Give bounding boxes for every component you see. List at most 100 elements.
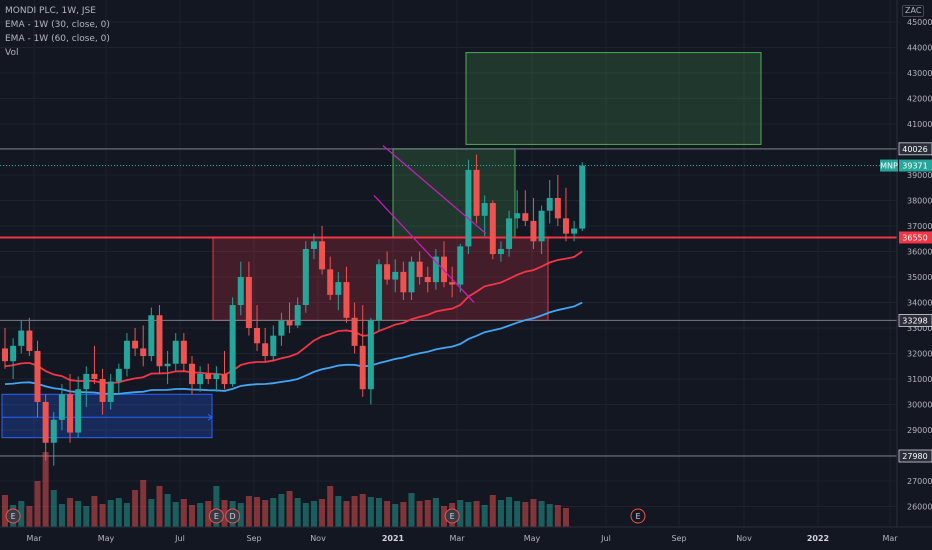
arrow-head xyxy=(207,413,213,421)
candle-body[interactable] xyxy=(530,220,537,242)
candle-body[interactable] xyxy=(99,379,106,402)
volume-legend[interactable]: Vol xyxy=(5,48,19,58)
candle-body[interactable] xyxy=(91,373,98,379)
candle-body[interactable] xyxy=(441,256,448,283)
candle-body[interactable] xyxy=(449,282,456,285)
candle-body[interactable] xyxy=(432,256,439,283)
earnings-future-icon[interactable] xyxy=(630,508,646,524)
candle-body[interactable] xyxy=(335,282,342,295)
candle-body[interactable] xyxy=(148,315,155,357)
candle-body[interactable] xyxy=(245,277,252,328)
candle-body[interactable] xyxy=(107,381,114,402)
candle-body[interactable] xyxy=(18,330,25,346)
candle-body[interactable] xyxy=(579,165,586,229)
candle-body[interactable] xyxy=(221,373,228,385)
blue-range-box[interactable] xyxy=(1,393,213,439)
candle-body[interactable] xyxy=(416,261,423,277)
candle-body[interactable] xyxy=(197,373,204,385)
candle-body[interactable] xyxy=(172,340,179,364)
candle-body[interactable] xyxy=(400,271,407,293)
candle-body[interactable] xyxy=(26,330,33,351)
candle-body[interactable] xyxy=(392,271,399,280)
candle-body[interactable] xyxy=(2,348,8,362)
candle-body[interactable] xyxy=(156,315,163,367)
candle-body[interactable] xyxy=(351,317,358,346)
candle-body[interactable] xyxy=(34,350,41,402)
green-target-box[interactable] xyxy=(392,148,516,238)
line-price-label[interactable] xyxy=(898,314,932,327)
candle-body[interactable] xyxy=(42,401,49,443)
channel-line-lower[interactable] xyxy=(373,194,475,303)
candle-body[interactable] xyxy=(115,368,122,382)
symbol-tag-text: MNP xyxy=(880,162,898,171)
candle-body[interactable] xyxy=(237,277,244,306)
line-price-label[interactable] xyxy=(899,231,932,244)
earnings-icon[interactable] xyxy=(208,508,224,524)
candle-body[interactable] xyxy=(538,210,545,242)
candle-body[interactable] xyxy=(294,305,301,326)
candle-body[interactable] xyxy=(180,340,187,364)
candle-body[interactable] xyxy=(310,241,317,249)
time-axis[interactable] xyxy=(0,527,932,550)
candle-body[interactable] xyxy=(75,389,82,433)
candle-body[interactable] xyxy=(140,348,147,357)
event-label: D xyxy=(230,512,236,521)
candle-body[interactable] xyxy=(58,394,65,420)
candle-body[interactable] xyxy=(188,363,195,385)
candle-body[interactable] xyxy=(278,320,285,336)
ema30-legend[interactable]: EMA - 1W (30, close, 0) xyxy=(5,20,110,30)
candle-body[interactable] xyxy=(213,373,220,379)
symbol-title[interactable]: MONDI PLC, 1W, JSE xyxy=(5,6,96,16)
candle-body[interactable] xyxy=(554,197,561,219)
candle-body[interactable] xyxy=(367,320,374,390)
candle-body[interactable] xyxy=(67,394,74,433)
candle-body[interactable] xyxy=(132,340,139,349)
candle-body[interactable] xyxy=(497,248,504,255)
candle-body[interactable] xyxy=(465,169,472,247)
candle-body[interactable] xyxy=(481,203,488,216)
candle-body[interactable] xyxy=(270,335,277,357)
candle-body[interactable] xyxy=(506,218,513,249)
candle-body[interactable] xyxy=(457,246,464,285)
channel-line-upper[interactable] xyxy=(382,145,487,235)
last-price-label[interactable] xyxy=(899,159,932,172)
line-price-label[interactable] xyxy=(898,142,932,156)
candle-body[interactable] xyxy=(546,197,553,211)
line-price-label[interactable] xyxy=(898,449,932,463)
candle-body[interactable] xyxy=(408,261,415,293)
candle-body[interactable] xyxy=(375,264,382,321)
ema60-legend[interactable]: EMA - 1W (60, close, 0) xyxy=(5,34,110,44)
currency-badge[interactable]: ZAC xyxy=(902,5,925,17)
candle-body[interactable] xyxy=(286,320,293,326)
candle-body[interactable] xyxy=(83,373,90,390)
green-target-box-upper[interactable] xyxy=(465,52,762,145)
earnings-icon[interactable] xyxy=(444,508,460,524)
candle-body[interactable] xyxy=(359,345,366,390)
candle-body[interactable] xyxy=(571,228,578,234)
candle-body[interactable] xyxy=(514,213,521,219)
price-label-text: 39371 xyxy=(902,162,927,171)
candle-body[interactable] xyxy=(424,277,431,283)
candle-body[interactable] xyxy=(50,419,57,443)
candle-body[interactable] xyxy=(473,169,480,216)
candle-body[interactable] xyxy=(489,203,496,255)
candle-body[interactable] xyxy=(302,248,309,306)
candle-body[interactable] xyxy=(205,373,212,379)
candle-body[interactable] xyxy=(562,218,569,234)
candle-body[interactable] xyxy=(319,241,326,270)
candle-body[interactable] xyxy=(10,345,17,362)
candle-body[interactable] xyxy=(384,264,391,280)
candle-body[interactable] xyxy=(262,343,269,357)
candle-body[interactable] xyxy=(164,363,171,367)
candle-body[interactable] xyxy=(229,305,236,385)
candle-body[interactable] xyxy=(123,340,130,369)
candle-body[interactable] xyxy=(254,328,261,344)
candle-body[interactable] xyxy=(522,213,529,221)
earnings-icon[interactable] xyxy=(5,508,21,524)
symbol-price-tag[interactable] xyxy=(880,159,898,172)
candle-body[interactable] xyxy=(327,269,334,295)
dividend-icon[interactable] xyxy=(225,508,241,524)
candle-body[interactable] xyxy=(343,282,350,318)
